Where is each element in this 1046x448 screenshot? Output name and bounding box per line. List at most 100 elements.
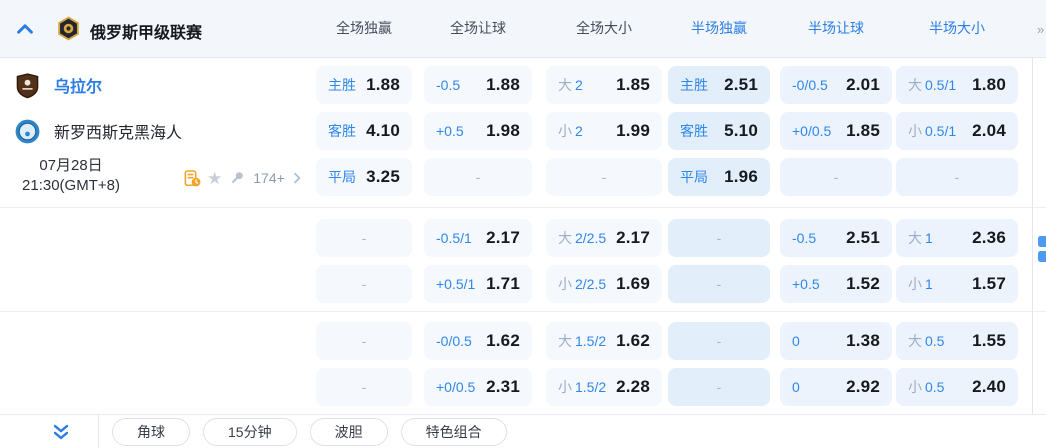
expand-double-chevron-down-icon[interactable] (50, 421, 72, 443)
no-odds-dash: - (361, 379, 367, 395)
no-odds-dash: - (716, 333, 722, 349)
odds-selection-label: 平局 (328, 167, 356, 187)
odds-label-main: +0.5/1 (436, 276, 476, 292)
odds-cell[interactable]: 小 2/2.5 1.69 (546, 265, 662, 303)
odds-label-main: 1.5/2 (575, 379, 607, 395)
odds-cell[interactable]: 平局 3.25 (316, 158, 412, 196)
odds-value: 2.01 (846, 75, 880, 94)
odds-selection-label: +0/0.5 (792, 123, 831, 139)
odds-cell[interactable]: +0.5 1.98 (424, 112, 532, 150)
market-tab-correct-score[interactable]: 波胆 (309, 417, 388, 446)
odds-cell[interactable]: 大 1.5/2 1.62 (546, 322, 662, 360)
odds-cell[interactable]: -0/0.5 1.62 (424, 322, 532, 360)
odds-selection-label: 平局 (680, 167, 708, 187)
odds-cell-empty: - (316, 219, 412, 257)
truncated-icon (1038, 236, 1046, 262)
away-team-row: 新罗西斯克黑海人 (14, 112, 182, 150)
odds-cell[interactable]: -0/0.5 2.01 (780, 66, 892, 104)
odds-cell[interactable]: 小 0.5/1 2.04 (896, 112, 1018, 150)
match-date: 07月28日 (39, 157, 103, 174)
odds-value: 2.17 (486, 228, 520, 247)
home-team-name[interactable]: 乌拉尔 (54, 79, 103, 96)
odds-history-icon[interactable] (183, 169, 202, 188)
odds-label-main: 2 (575, 77, 583, 93)
odds-cell[interactable]: 0 2.92 (780, 368, 892, 406)
odds-cell[interactable]: -0.5 1.88 (424, 66, 532, 104)
odds-cell[interactable]: 大 0.5 1.55 (896, 322, 1018, 360)
odds-cell[interactable]: 客胜 4.10 (316, 112, 412, 150)
odds-selection-label: -0.5/1 (436, 230, 472, 246)
odds-cell[interactable]: 主胜 1.88 (316, 66, 412, 104)
odds-cell[interactable]: +0.5/1 1.71 (424, 265, 532, 303)
league-icon (56, 16, 81, 41)
odds-label-main: -0.5/1 (436, 230, 472, 246)
odds-cell[interactable]: 小 0.5 2.40 (896, 368, 1018, 406)
odds-cell[interactable]: 小 2 1.99 (546, 112, 662, 150)
odds-cell[interactable]: +0.5 1.52 (780, 265, 892, 303)
odds-value: 1.69 (616, 274, 650, 293)
odds-label-prefix: 大 (558, 333, 572, 349)
odds-value: 1.98 (486, 121, 520, 140)
odds-cell-empty: - (668, 368, 770, 406)
odds-cell[interactable]: 大 2 1.85 (546, 66, 662, 104)
odds-cell[interactable]: 小 1.5/2 2.28 (546, 368, 662, 406)
market-tab-special-combos[interactable]: 特色组合 (400, 417, 507, 446)
market-tab-15min[interactable]: 15分钟 (203, 417, 297, 446)
home-team-crest-icon (14, 72, 41, 99)
collapse-chevron-up-icon[interactable] (14, 18, 36, 40)
favorite-star-icon[interactable]: ★ (207, 168, 223, 188)
league-header: 俄罗斯甲级联赛 全场独赢 全场让球 全场大小 半场独赢 半场让球 半场大小 » (0, 0, 1046, 58)
footer-bar: 角球 15分钟 波胆 特色组合 (0, 414, 1046, 448)
odds-selection-label: +0.5 (792, 276, 820, 292)
odds-cell-empty: - (316, 265, 412, 303)
odds-cell-empty: - (668, 322, 770, 360)
odds-cell[interactable]: 0 1.38 (780, 322, 892, 360)
away-team-name[interactable]: 新罗西斯克黑海人 (54, 125, 183, 142)
odds-cell[interactable]: 平局 1.96 (668, 158, 770, 196)
odds-cell[interactable]: +0/0.5 1.85 (780, 112, 892, 150)
odds-label-prefix: 小 (558, 379, 572, 395)
odds-value: 1.62 (486, 331, 520, 350)
truncated-header-fragment: » (1037, 22, 1045, 34)
odds-cell[interactable]: 客胜 5.10 (668, 112, 770, 150)
odds-selection-label: 0 (792, 333, 800, 349)
odds-cell[interactable]: 大 0.5/1 1.80 (896, 66, 1018, 104)
odds-selection-label: 客胜 (328, 121, 356, 141)
no-odds-dash: - (954, 169, 960, 185)
match-meta-icons: ★ 174+ (183, 167, 304, 189)
odds-row: 平局 3.25 - - 平局 1.96 - - (0, 158, 1046, 196)
market-tab-corners[interactable]: 角球 (112, 417, 190, 446)
odds-selection-label: 大 0.5 (908, 331, 944, 351)
match-time: 21:30(GMT+8) (22, 177, 120, 194)
odds-value: 1.52 (846, 274, 880, 293)
no-odds-dash: - (833, 169, 839, 185)
extra-markets-count[interactable]: 174+ (253, 170, 285, 186)
odds-cell[interactable]: -0.5/1 2.17 (424, 219, 532, 257)
no-odds-dash: - (361, 230, 367, 246)
odds-value: 1.99 (616, 121, 650, 140)
odds-value: 1.85 (846, 121, 880, 140)
odds-row: - -0/0.5 1.62 大 1.5/2 1.62 - 0 1.38 大 0.5 1.55 (0, 322, 1046, 360)
odds-cell[interactable]: 大 2/2.5 2.17 (546, 219, 662, 257)
odds-cell[interactable]: +0/0.5 2.31 (424, 368, 532, 406)
column-header-full-over-under: 全场大小 (576, 20, 632, 36)
odds-value: 5.10 (724, 121, 758, 140)
no-odds-dash: - (601, 169, 607, 185)
odds-value: 1.62 (616, 331, 650, 350)
no-odds-dash: - (361, 333, 367, 349)
odds-cell[interactable]: 小 1 1.57 (896, 265, 1018, 303)
odds-cell[interactable]: -0.5 2.51 (780, 219, 892, 257)
odds-value: 3.25 (366, 167, 400, 186)
odds-label-main: 2/2.5 (575, 230, 607, 246)
more-chevron-right-icon[interactable] (290, 171, 304, 185)
odds-cell[interactable]: 主胜 2.51 (668, 66, 770, 104)
odds-label-main: +0/0.5 (436, 379, 476, 395)
odds-value: 1.57 (972, 274, 1006, 293)
odds-value: 2.51 (846, 228, 880, 247)
odds-selection-label: 小 1.5/2 (558, 377, 606, 397)
odds-label-prefix: 大 (558, 77, 572, 93)
odds-cell[interactable]: 大 1 2.36 (896, 219, 1018, 257)
pin-icon[interactable] (227, 169, 246, 188)
